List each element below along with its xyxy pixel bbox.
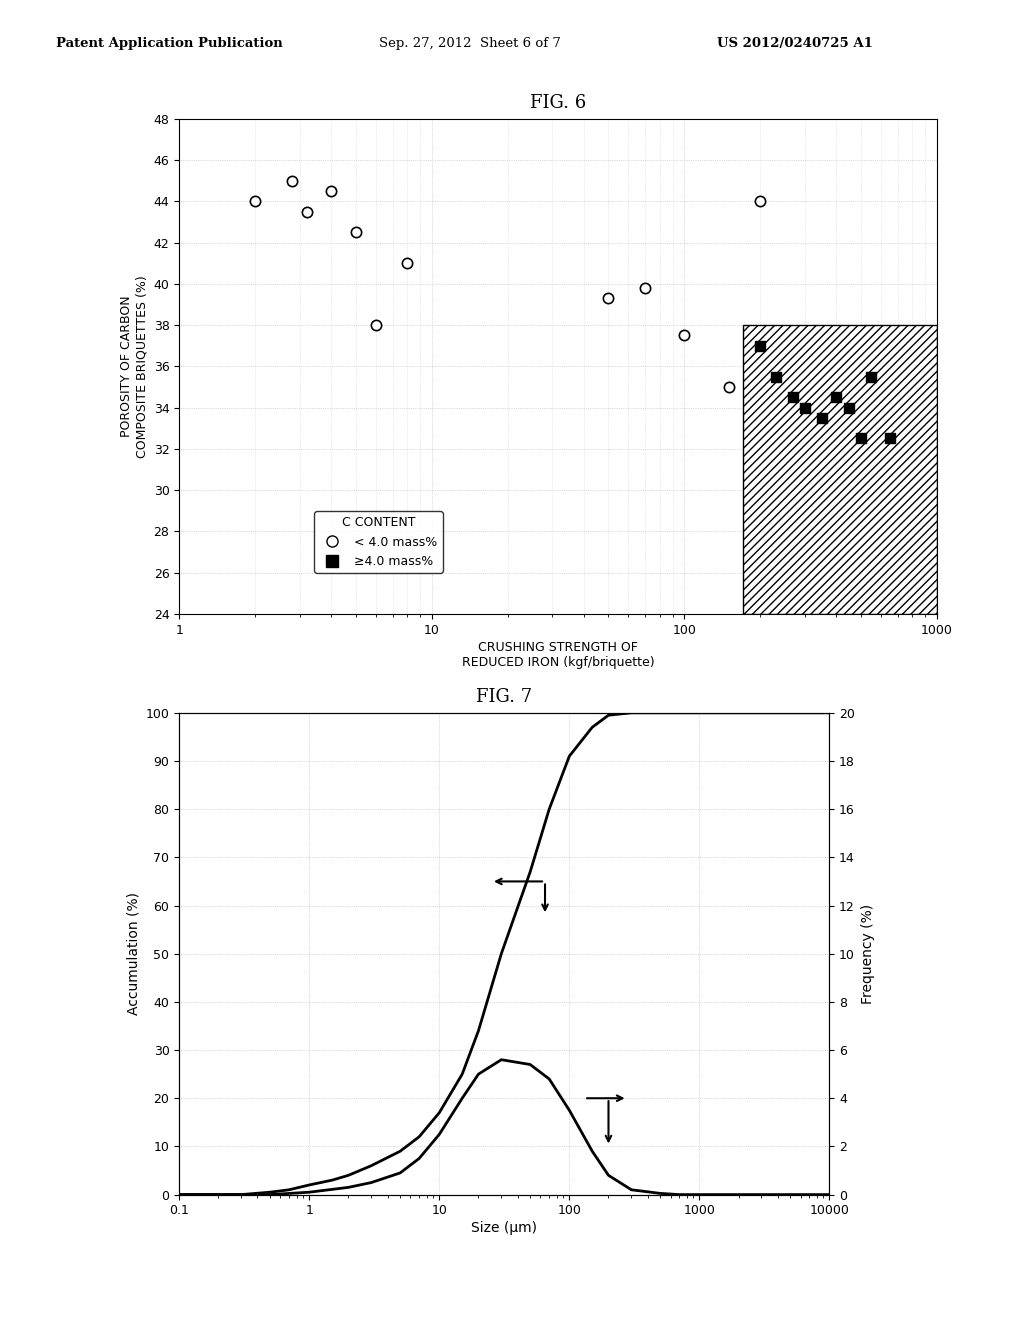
Point: [785, 387, 802, 408]
X-axis label: CRUSHING STRENGTH OF
REDUCED IRON (kgf/briquette): CRUSHING STRENGTH OF REDUCED IRON (kgf/b…: [462, 640, 654, 669]
Y-axis label: Frequency (%): Frequency (%): [860, 904, 874, 1003]
Text: Patent Application Publication: Patent Application Publication: [56, 37, 283, 50]
Point: [853, 428, 869, 449]
Point: [399, 252, 416, 273]
Point: [797, 397, 813, 418]
Bar: [742, 325, 937, 614]
Legend: < 4.0 mass%, ≥4.0 mass%: < 4.0 mass%, ≥4.0 mass%: [314, 511, 442, 573]
X-axis label: Size (μm): Size (μm): [471, 1221, 538, 1236]
Point: [600, 288, 616, 309]
Point: [676, 325, 692, 346]
Point: [753, 190, 769, 211]
Point: [347, 222, 364, 243]
Point: [863, 366, 880, 387]
Title: FIG. 7: FIG. 7: [476, 688, 532, 706]
Point: [284, 170, 300, 191]
Text: Sep. 27, 2012  Sheet 6 of 7: Sep. 27, 2012 Sheet 6 of 7: [379, 37, 561, 50]
Point: [753, 335, 769, 356]
Y-axis label: Accumulation (%): Accumulation (%): [126, 892, 140, 1015]
Point: [299, 201, 315, 222]
Point: [828, 387, 845, 408]
Point: [882, 428, 898, 449]
Point: [368, 314, 384, 335]
Point: [841, 397, 857, 418]
Point: [247, 190, 263, 211]
Point: [768, 366, 784, 387]
Point: [721, 376, 737, 397]
Y-axis label: POROSITY OF CARBON
COMPOSITE BRIQUETTES (%): POROSITY OF CARBON COMPOSITE BRIQUETTES …: [120, 275, 148, 458]
Title: FIG. 6: FIG. 6: [530, 94, 586, 112]
Text: US 2012/0240725 A1: US 2012/0240725 A1: [717, 37, 872, 50]
Point: [324, 181, 340, 202]
Point: [637, 277, 653, 298]
Point: [814, 408, 830, 429]
